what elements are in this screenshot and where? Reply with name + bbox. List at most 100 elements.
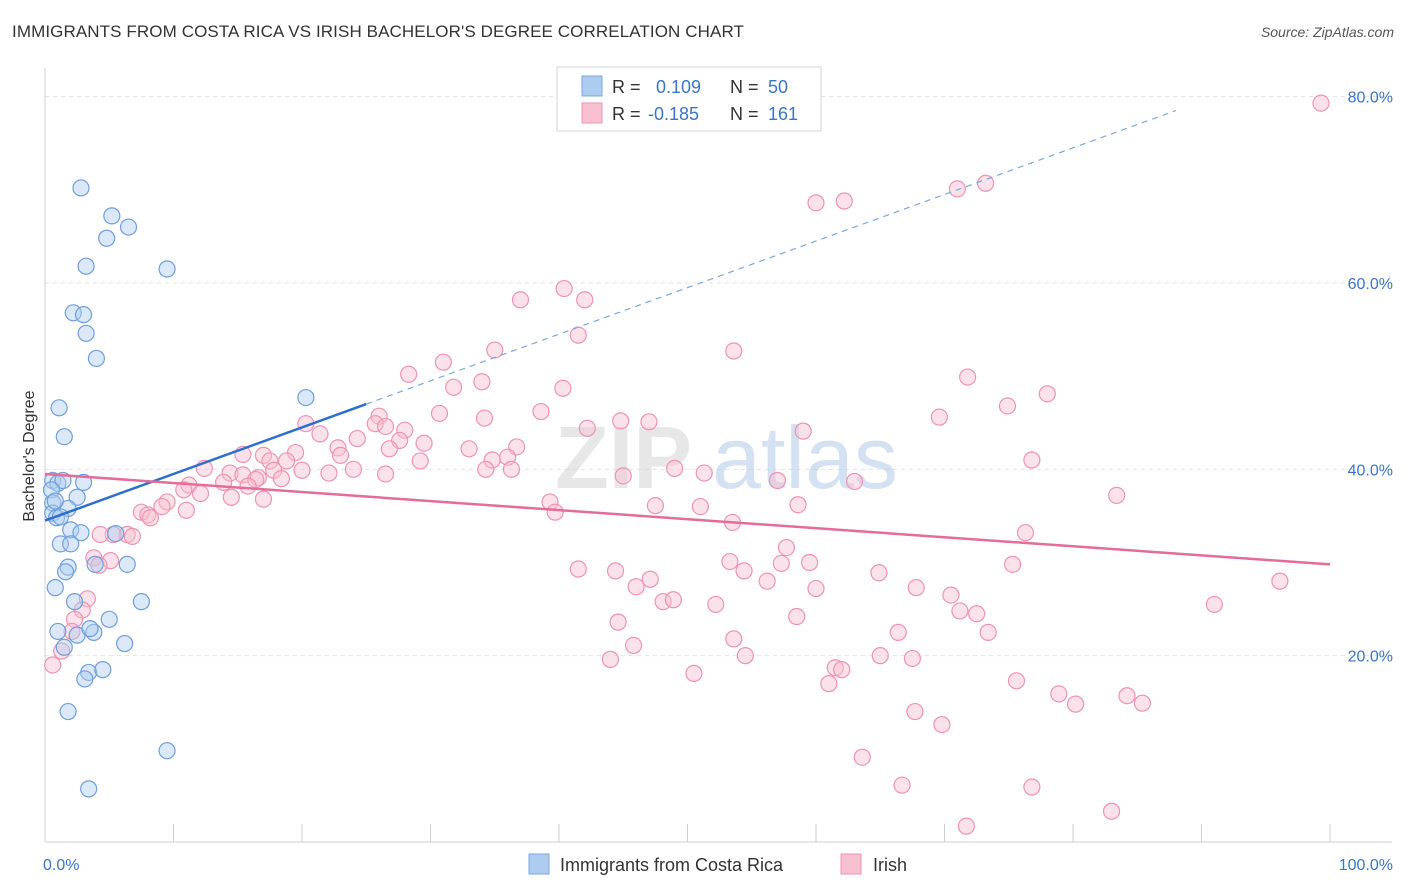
- irish-point-118: [889, 623, 907, 641]
- irish-point-68: [191, 484, 210, 503]
- y-tick-label-1: 40.0%: [1348, 462, 1393, 479]
- costa-rica-point-40: [81, 620, 99, 638]
- costa-rica-point-4: [77, 257, 95, 275]
- irish-point-73: [153, 497, 171, 516]
- y-tick-label-2: 60.0%: [1348, 276, 1393, 293]
- x-tick-labels: 0.0% 100.0%: [43, 857, 1393, 874]
- legend-n-value-irish: 161: [768, 104, 798, 124]
- irish-point-106: [942, 586, 960, 604]
- bottom-legend-swatch-irish: [840, 853, 862, 875]
- irish-point-12: [400, 365, 418, 383]
- irish-point-124: [736, 647, 754, 665]
- costa-rica-point-9: [87, 349, 106, 368]
- irish-trend-line: [44, 472, 1331, 566]
- legend-swatch-irish: [581, 102, 603, 124]
- irish-point-31: [311, 425, 329, 443]
- costa-rica-point-30: [56, 563, 75, 581]
- irish-point-141: [893, 776, 911, 794]
- watermark-atlas: atlas: [712, 408, 898, 507]
- irish-point-113: [951, 602, 969, 620]
- irish-point-79: [546, 503, 564, 521]
- chart-title: IMMIGRANTS FROM COSTA RICA VS IRISH BACH…: [12, 22, 744, 41]
- legend-r-label-costa-rica: R =: [612, 77, 641, 97]
- irish-point-75: [691, 497, 709, 516]
- irish-point-57: [695, 464, 713, 482]
- irish-point-5: [555, 279, 573, 298]
- costa-rica-point-45: [76, 670, 94, 688]
- irish-point-110: [707, 595, 725, 614]
- trend-lines: [44, 110, 1331, 566]
- irish-point-46: [483, 451, 501, 469]
- irish-point-117: [609, 613, 627, 631]
- irish-point-14: [473, 373, 491, 391]
- irish-point-3: [835, 192, 853, 210]
- irish-point-51: [293, 461, 311, 479]
- legend-r-value-irish: -0.185: [648, 104, 699, 124]
- irish-point-17: [1038, 385, 1056, 403]
- bottom-legend-label-costa-rica: Immigrants from Costa Rica: [560, 855, 784, 875]
- irish-point-77: [789, 496, 807, 514]
- irish-point-30: [794, 422, 812, 440]
- costa-rica-point-26: [107, 525, 125, 543]
- y-tick-label-3: 80.0%: [1348, 90, 1393, 107]
- irish-point-22: [475, 409, 494, 427]
- costa-rica-point-8: [77, 324, 95, 342]
- irish-point-143: [1102, 802, 1121, 820]
- irish-point-119: [979, 623, 997, 641]
- irish-point-29: [578, 419, 596, 437]
- irish-point-104: [907, 579, 925, 597]
- costa-rica-point-12: [55, 428, 73, 446]
- costa-rica-trend-line: [44, 402, 367, 522]
- irish-point-69: [222, 488, 240, 506]
- irish-point-122: [624, 636, 643, 655]
- legend-box: R = 0.109 N = 50 R = -0.185 N = 161: [556, 66, 822, 132]
- costa-rica-point-31: [86, 555, 104, 573]
- irish-point-103: [627, 578, 645, 596]
- costa-rica-point-44: [94, 661, 112, 679]
- watermark: ZIP atlas: [555, 408, 898, 507]
- irish-point-135: [1118, 687, 1136, 705]
- irish-point-19: [430, 404, 449, 423]
- irish-point-54: [477, 460, 495, 478]
- irish-point-131: [685, 664, 703, 682]
- irish-point-86: [91, 525, 109, 544]
- irish-point-20: [532, 402, 550, 421]
- irish-point-81: [141, 509, 159, 527]
- costa-rica-point-18: [68, 488, 86, 506]
- irish-point-24: [930, 408, 948, 426]
- irish-point-149: [239, 477, 257, 495]
- irish-point-97: [606, 562, 625, 580]
- legend-n-label-irish: N =: [730, 104, 759, 124]
- irish-point-47: [1023, 451, 1041, 469]
- axes: [44, 68, 1392, 843]
- costa-rica-point-35: [132, 593, 150, 611]
- costa-rica-point-28: [62, 535, 80, 553]
- bottom-legend: Immigrants from Costa Rica Irish: [528, 853, 907, 875]
- irish-point-27: [376, 417, 395, 436]
- legend-swatch-costa-rica: [581, 75, 603, 97]
- irish-point-140: [853, 748, 871, 766]
- irish-point-111: [1205, 595, 1223, 614]
- irish-point-98: [735, 562, 753, 580]
- costa-rica-point-37: [49, 622, 67, 641]
- irish-point-28: [396, 421, 414, 439]
- irish-point-1: [977, 174, 995, 192]
- costa-rica-point-49: [46, 492, 64, 510]
- costa-rica-point-47: [158, 742, 176, 760]
- grid-lines: [45, 96, 1392, 657]
- legend-n-value-costa-rica: 50: [768, 77, 788, 97]
- irish-point-49: [221, 464, 239, 482]
- irish-point-99: [870, 564, 888, 582]
- x-tick-label-0: 0.0%: [43, 857, 79, 874]
- irish-point-70: [1108, 486, 1126, 505]
- irish-point-74: [646, 497, 664, 515]
- irish-point-36: [460, 440, 478, 458]
- irish-point-92: [772, 554, 790, 573]
- irish-point-32: [348, 429, 366, 448]
- irish-point-8: [569, 326, 587, 344]
- irish-point-64: [768, 471, 787, 490]
- watermark-zip: ZIP: [555, 408, 692, 507]
- x-tick-label-1: 100.0%: [1339, 857, 1393, 874]
- costa-rica-point-48: [80, 780, 98, 798]
